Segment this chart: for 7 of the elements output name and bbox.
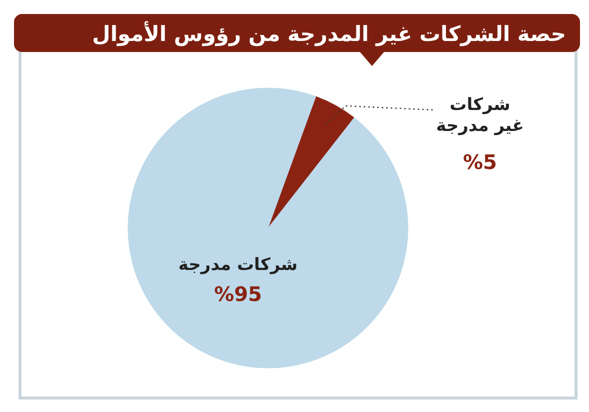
data-label: %95: [213, 282, 263, 306]
data-label: %5: [462, 150, 498, 174]
slice-label: شركات مدرجة: [177, 255, 299, 276]
chart-title: حصة الشركات غير المدرجة من رؤوس الأموال: [92, 21, 566, 47]
pie-slice: [268, 96, 354, 228]
slice-label: شركات غير مدرجة: [435, 95, 525, 137]
pie-slice: [128, 88, 408, 368]
